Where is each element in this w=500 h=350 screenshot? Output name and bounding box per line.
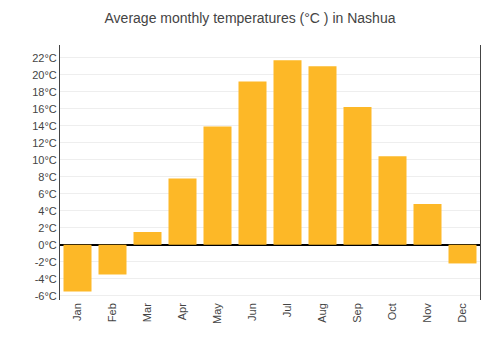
svg-text:Sep: Sep: [351, 303, 363, 323]
svg-text:Feb: Feb: [106, 303, 118, 322]
svg-text:18°C: 18°C: [32, 86, 57, 98]
svg-text:14°C: 14°C: [32, 120, 57, 132]
svg-text:22°C: 22°C: [32, 52, 57, 64]
svg-text:Jul: Jul: [281, 303, 293, 317]
svg-text:0°C: 0°C: [38, 239, 57, 251]
svg-text:-2°C: -2°C: [35, 256, 57, 268]
svg-text:12°C: 12°C: [32, 137, 57, 149]
svg-text:16°C: 16°C: [32, 103, 57, 115]
svg-text:Dec: Dec: [456, 303, 468, 323]
svg-text:-6°C: -6°C: [35, 290, 57, 302]
svg-text:Average monthly temperatures (: Average monthly temperatures (°C ) in Na…: [105, 10, 396, 26]
svg-text:8°C: 8°C: [38, 171, 57, 183]
svg-text:Mar: Mar: [141, 303, 153, 322]
svg-text:Jan: Jan: [71, 303, 83, 321]
svg-text:Apr: Apr: [176, 303, 188, 320]
svg-text:Oct: Oct: [386, 303, 398, 320]
svg-text:10°C: 10°C: [32, 154, 57, 166]
svg-text:20°C: 20°C: [32, 69, 57, 81]
svg-text:Jun: Jun: [246, 303, 258, 321]
svg-text:Aug: Aug: [316, 303, 328, 323]
svg-text:-4°C: -4°C: [35, 273, 57, 285]
svg-text:May: May: [211, 303, 223, 324]
svg-text:2°C: 2°C: [38, 222, 57, 234]
svg-text:6°C: 6°C: [38, 188, 57, 200]
svg-text:Nov: Nov: [421, 303, 433, 323]
svg-text:4°C: 4°C: [38, 205, 57, 217]
